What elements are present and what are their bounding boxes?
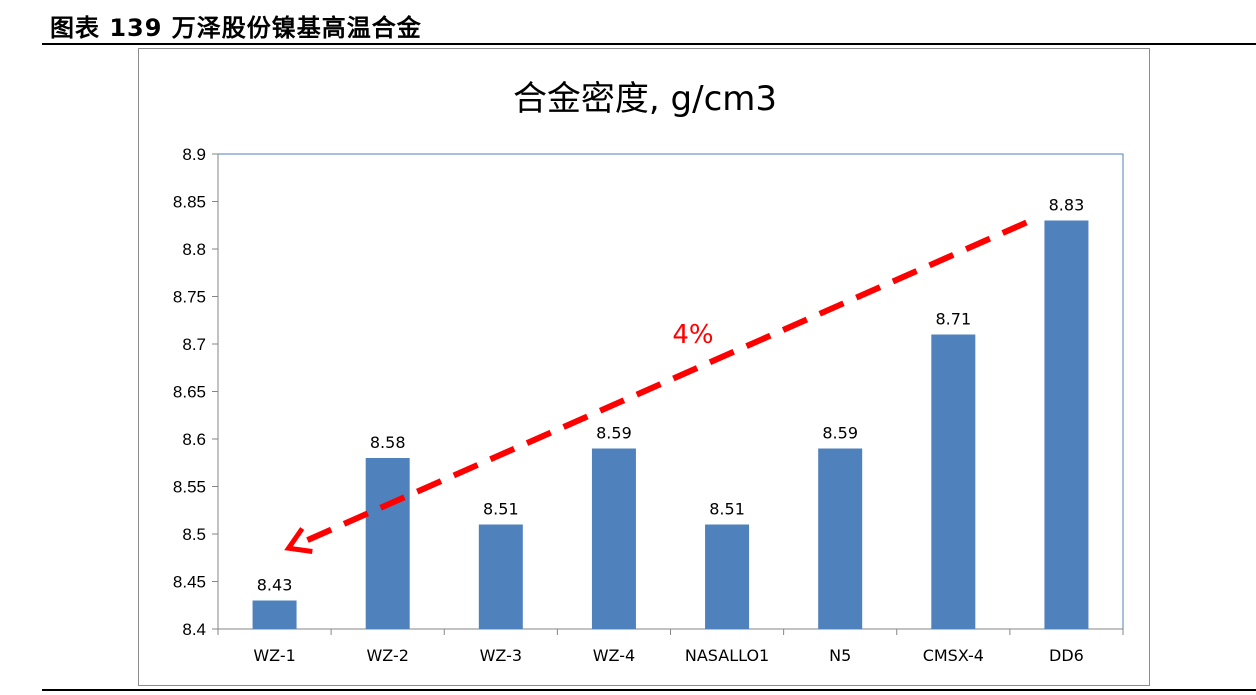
bar-dd6	[1044, 220, 1089, 629]
y-tick-label: 8.45	[173, 573, 206, 592]
x-category-label: WZ-3	[480, 646, 522, 665]
x-category-label: DD6	[1049, 646, 1084, 665]
x-category-label: NASALLO1	[685, 646, 769, 665]
y-tick-label: 8.65	[173, 383, 206, 402]
y-tick-label: 8.5	[182, 525, 206, 544]
y-tick-label: 8.7	[182, 335, 206, 354]
x-category-label: WZ-2	[366, 646, 408, 665]
y-tick-label: 8.6	[182, 430, 206, 449]
bar-nasallo1	[705, 524, 750, 629]
data-label: 8.59	[596, 424, 632, 443]
data-label: 8.83	[1049, 196, 1085, 215]
x-category-label: N5	[829, 646, 851, 665]
data-label: 8.58	[370, 433, 406, 452]
y-tick-label: 8.9	[182, 145, 206, 164]
figure-caption: 图表 139 万泽股份镍基高温合金	[50, 14, 422, 42]
data-label: 8.51	[709, 500, 745, 519]
bar-cmsx-4	[931, 334, 976, 629]
bar-wz-1	[252, 600, 297, 629]
y-tick-label: 8.4	[182, 620, 206, 639]
chart-title: 合金密度, g/cm3	[513, 79, 777, 119]
plot-area: 8.4 8.45 8.5 8.55 8.6 8.65 8.7 8.75 8.8 8.85 8.9 8.…	[173, 145, 1124, 665]
data-label: 8.71	[936, 310, 972, 329]
top-rule	[42, 43, 1256, 45]
arrowhead-icon	[284, 527, 313, 554]
data-label: 8.43	[257, 576, 293, 595]
growth-arrow-line	[301, 219, 1028, 545]
x-category-label: WZ-1	[253, 646, 295, 665]
data-label: 8.51	[483, 500, 519, 519]
bar-n5	[818, 448, 863, 629]
y-tick-label: 8.75	[173, 288, 206, 307]
bar-wz-3	[478, 524, 523, 629]
x-category-label: CMSX-4	[923, 646, 984, 665]
data-label: 8.59	[822, 424, 858, 443]
bar-wz-2	[365, 458, 410, 629]
growth-annotation: 4%	[672, 320, 713, 350]
y-tick-label: 8.8	[182, 240, 206, 259]
bar-wz-4	[591, 448, 636, 629]
y-tick-label: 8.55	[173, 478, 206, 497]
x-category-label: WZ-4	[593, 646, 635, 665]
bottom-rule	[42, 689, 1256, 691]
y-tick-label: 8.85	[173, 193, 206, 212]
plot-border	[217, 153, 1124, 630]
